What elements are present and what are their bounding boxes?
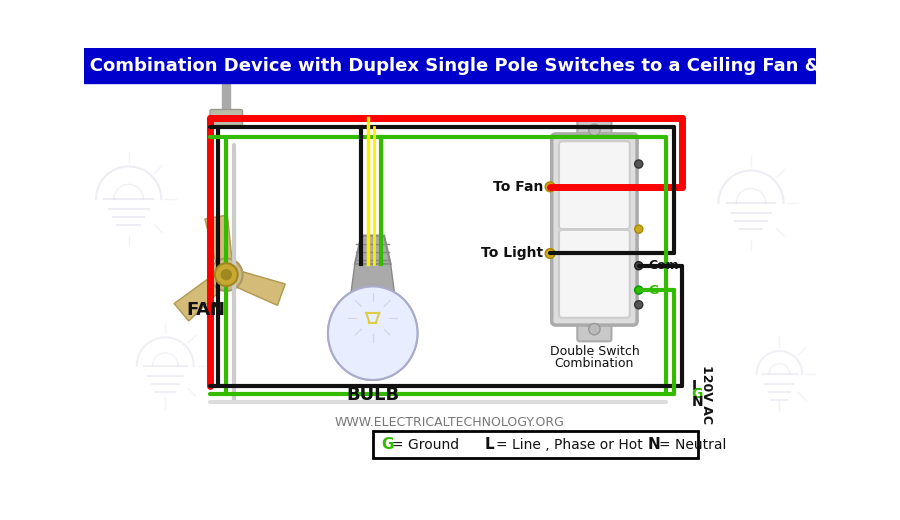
Text: = Line , Phase or Hot: = Line , Phase or Hot <box>497 438 644 452</box>
Text: G: G <box>691 387 703 401</box>
Text: Double Switch: Double Switch <box>550 345 639 358</box>
Polygon shape <box>174 269 231 321</box>
Circle shape <box>545 182 555 192</box>
Text: Com: Com <box>649 259 680 272</box>
Bar <box>222 83 230 111</box>
Polygon shape <box>205 215 233 276</box>
Text: N: N <box>691 395 703 409</box>
Text: = Ground: = Ground <box>392 438 459 452</box>
Circle shape <box>634 262 643 270</box>
FancyBboxPatch shape <box>552 134 637 325</box>
Circle shape <box>210 258 243 291</box>
FancyBboxPatch shape <box>559 141 630 229</box>
Text: Wiring Combination Device with Duplex Single Pole Switches to a Ceiling Fan & Bu: Wiring Combination Device with Duplex Si… <box>17 57 883 74</box>
Polygon shape <box>224 268 285 305</box>
Text: G: G <box>649 283 659 296</box>
Ellipse shape <box>328 287 418 380</box>
Circle shape <box>218 267 234 283</box>
Text: To Light: To Light <box>482 246 544 261</box>
Text: Combination: Combination <box>554 357 634 370</box>
Circle shape <box>545 249 555 258</box>
FancyBboxPatch shape <box>577 118 611 142</box>
Circle shape <box>589 124 600 136</box>
Text: L: L <box>691 379 700 393</box>
Bar <box>84 48 816 83</box>
Ellipse shape <box>328 287 418 380</box>
Circle shape <box>634 225 643 233</box>
Text: L: L <box>485 437 495 452</box>
Text: FAN: FAN <box>186 301 226 319</box>
Text: G: G <box>381 437 393 452</box>
Circle shape <box>634 301 643 309</box>
FancyBboxPatch shape <box>210 110 243 127</box>
Polygon shape <box>355 236 391 264</box>
Text: WWW.ELECTRICALTECHNOLOGY.ORG: WWW.ELECTRICALTECHNOLOGY.ORG <box>335 416 565 429</box>
Text: 120V AC: 120V AC <box>699 365 713 424</box>
Bar <box>373 431 698 459</box>
Circle shape <box>220 269 232 280</box>
Text: BULB: BULB <box>346 386 400 404</box>
Circle shape <box>215 263 238 286</box>
Circle shape <box>589 323 600 335</box>
Polygon shape <box>350 264 395 301</box>
FancyBboxPatch shape <box>577 317 611 341</box>
Circle shape <box>634 286 643 294</box>
Text: To Fan: To Fan <box>493 180 544 194</box>
FancyBboxPatch shape <box>559 230 630 318</box>
Text: = Neutral: = Neutral <box>659 438 726 452</box>
Circle shape <box>634 160 643 168</box>
Text: N: N <box>648 437 661 452</box>
